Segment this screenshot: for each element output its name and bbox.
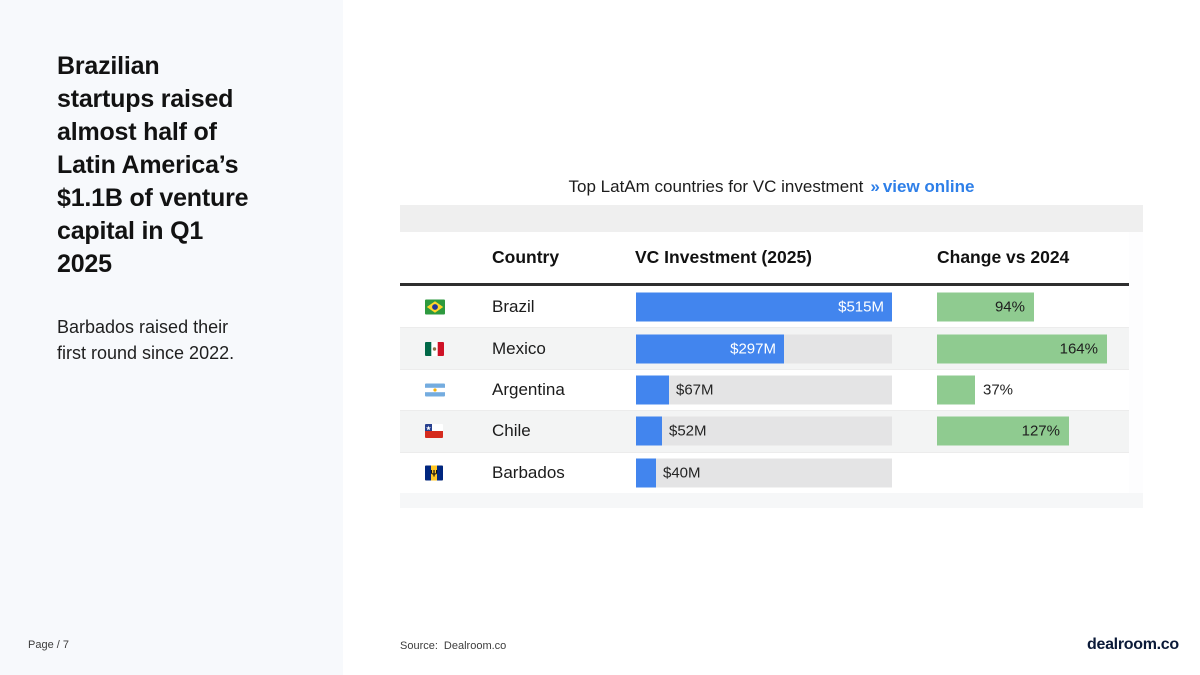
vc-bar [636, 292, 892, 322]
vc-bar-track [636, 375, 892, 405]
chevron-right-icon: » [870, 177, 880, 196]
country-label: Chile [492, 421, 531, 441]
change-bar [937, 334, 1107, 364]
change-value-label: 94% [994, 298, 1025, 316]
svg-text:Ψ: Ψ [430, 468, 437, 478]
country-label: Argentina [492, 379, 565, 399]
table-row-mexico: Mexico $297M 164% [400, 327, 1129, 369]
argentina-flag-icon [425, 383, 445, 397]
vc-value-label: $40M [663, 464, 701, 482]
vc-value-label: $515M [838, 298, 884, 316]
change-value-label: 164% [1059, 340, 1098, 358]
vc-bar [636, 334, 784, 364]
panel-divider-strip-bottom [400, 493, 1143, 508]
table-header-row: Country VC Investment (2025) Change vs 2… [400, 232, 1129, 286]
change-value-label: 37% [983, 381, 1014, 399]
source-value: Dealroom.co [443, 640, 507, 652]
slide-headline: Brazilian startups raised almost half of… [57, 52, 249, 278]
vc-value-label: $297M [730, 340, 776, 358]
page-number: Page / 7 [28, 639, 69, 651]
panel-title-text: Top LatAm countries for VC investment [568, 177, 864, 196]
change-bar [937, 375, 975, 405]
country-label: Brazil [492, 296, 535, 316]
vc-bar [636, 416, 662, 446]
vc-bar-track [636, 458, 892, 488]
table-row-barbados: Ψ Barbados $40M [400, 451, 1129, 493]
chile-flag-icon [425, 424, 443, 439]
vc-bar-track [636, 334, 892, 364]
country-label: Mexico [492, 338, 546, 358]
mexico-flag-icon [425, 341, 444, 356]
vc-table: Country VC Investment (2025) Change vs 2… [400, 232, 1129, 493]
vc-bar [636, 458, 656, 488]
change-bar [937, 416, 1069, 446]
source-label: Source: [400, 640, 438, 652]
panel-title: Top LatAm countries for VC investment » vi… [400, 170, 1143, 205]
table-row-argentina: Argentina $67M 37% [400, 368, 1129, 411]
chart-panel: Top LatAm countries for VC investment » vi… [400, 170, 1143, 508]
vc-bar-track [636, 416, 892, 446]
left-sidebar: Brazilian startups raised almost half of… [0, 0, 343, 675]
vc-bar-track [636, 292, 892, 322]
table-row-chile: Chile $52M 127% [400, 410, 1129, 452]
vc-bar [636, 375, 669, 405]
barbados-flag-icon: Ψ [425, 465, 443, 481]
panel-divider-strip-top [400, 205, 1143, 232]
vc-value-label: $67M [676, 381, 714, 399]
column-header-country: Country [492, 247, 560, 267]
table-row-brazil: Brazil $515M 94% [400, 286, 1129, 328]
vc-value-label: $52M [669, 422, 707, 440]
change-bar [937, 292, 1034, 322]
slide-subtext: Barbados raised their first round since … [57, 317, 235, 363]
source-note: Source: Dealroom.co [400, 640, 506, 652]
dealroom-logo: dealroom.co [1087, 636, 1179, 653]
view-online-link[interactable]: view online [882, 177, 975, 196]
brazil-flag-icon [425, 299, 445, 315]
change-value-label: 127% [1021, 422, 1060, 440]
column-header-vc-investment: VC Investment (2025) [635, 247, 813, 267]
country-label: Barbados [492, 462, 565, 482]
column-header-change: Change vs 2024 [937, 247, 1070, 267]
